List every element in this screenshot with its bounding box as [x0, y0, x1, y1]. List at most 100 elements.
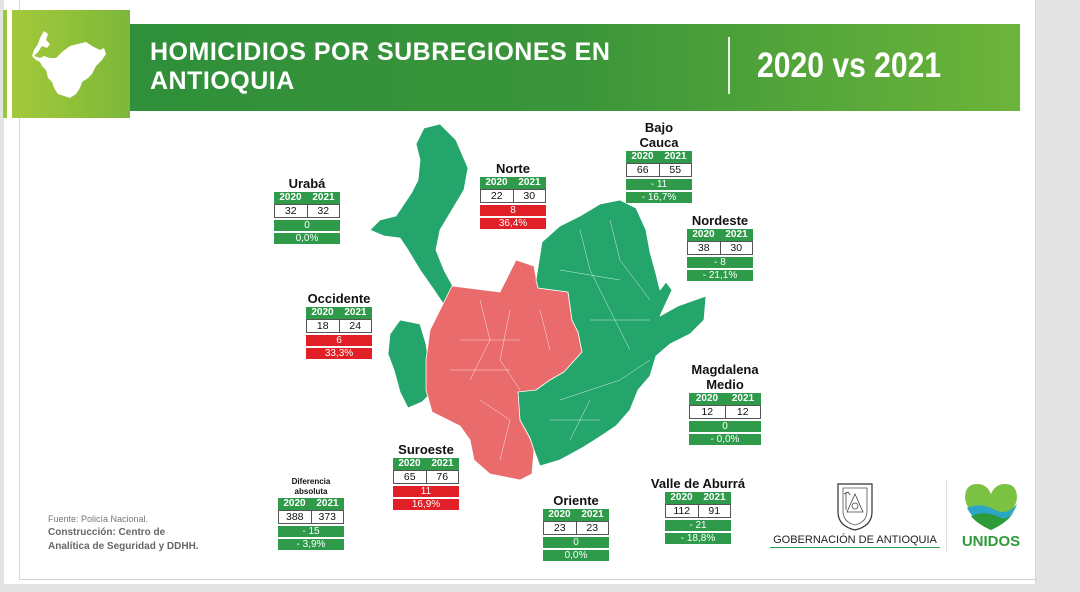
value-2021: 32 [317, 205, 330, 217]
region-name: Magdalena Medio [691, 362, 759, 392]
unidos-label: UNIDOS [961, 533, 1021, 550]
value-2021: 24 [349, 320, 362, 332]
gobernacion-label: GOBERNACIÓN DE ANTIOQUIA [770, 534, 940, 548]
value-2020: 18 [307, 320, 340, 332]
diff-badge: 6 [306, 335, 372, 346]
stat-card-magdalena-medio: Magdalena Medio 2020 2021 12 12 0 - 0,0% [689, 362, 761, 445]
diff-badge: - 11 [626, 179, 692, 190]
pct-badge: 16,9% [393, 499, 459, 510]
region-name: Norte [496, 161, 530, 176]
header-2021: 2021 [731, 393, 755, 404]
value-2021: 30 [523, 190, 536, 202]
construction-line: Construcción: Centro de Analítica de Seg… [48, 527, 199, 552]
header-2020: 2020 [279, 192, 302, 203]
header-2021: 2021 [581, 509, 604, 520]
header-2021: 2021 [316, 498, 339, 509]
accent-strip [3, 10, 7, 118]
stat-card-nordeste: Nordeste 2020 2021 38 30 - 8 - 21,1% [687, 213, 753, 281]
header-2020: 2020 [311, 307, 334, 318]
pct-badge: - 21,1% [687, 270, 753, 281]
antioquia-subregions-map [369, 123, 707, 481]
pct-badge: 0,0% [543, 550, 609, 561]
value-2020: 66 [627, 164, 660, 176]
comparison-label: 2020 vs 2021 [757, 46, 942, 85]
pct-badge: - 3,9% [278, 539, 344, 550]
stat-card-valle-de-aburra: Valle de Aburrá 2020 2021 112 91 - 21 - 18… [650, 476, 746, 544]
diff-badge: - 8 [687, 257, 753, 268]
header-logo-box [12, 10, 130, 118]
value-2021: 55 [669, 164, 682, 176]
source-note: Fuente: Policía Nacional. Construcción: … [48, 513, 208, 554]
value-2021: 30 [730, 242, 743, 254]
header-2021: 2021 [703, 492, 726, 503]
heart-landscape-icon [965, 484, 1017, 530]
header-2020: 2020 [692, 229, 715, 240]
region-name: Urabá [288, 176, 326, 191]
banner-divider [728, 37, 730, 94]
region-name: Suroeste [398, 442, 454, 457]
region-name: Occidente [307, 291, 371, 306]
value-2020: 388 [279, 511, 312, 523]
stat-card-occidente: Occidente 2020 2021 18 24 6 33,3% [306, 291, 372, 359]
stat-card-uraba: Urabá 2020 2021 32 32 0 0,0% [274, 176, 340, 244]
header-2020: 2020 [695, 393, 719, 404]
diff-badge: 11 [393, 486, 459, 497]
diff-badge: - 21 [665, 520, 731, 531]
value-2021: 12 [736, 406, 749, 418]
diff-badge: 8 [480, 205, 546, 216]
pct-badge: - 0,0% [689, 434, 761, 445]
antioquia-map-silhouette-icon [32, 31, 106, 98]
map-region-green-east [517, 199, 707, 467]
header-2021: 2021 [431, 458, 454, 469]
value-2020: 32 [275, 205, 308, 217]
header-2020: 2020 [283, 498, 306, 509]
region-name: Valle de Aburrá [650, 476, 746, 491]
value-2020: 12 [690, 406, 726, 418]
diff-badge: 0 [274, 220, 340, 231]
diff-badge: 0 [689, 421, 761, 432]
value-2021: 76 [436, 471, 449, 483]
map-region-uraba-south [387, 319, 433, 409]
stat-card-suroeste: Suroeste 2020 2021 65 76 11 16,9% [393, 442, 459, 510]
pct-badge: 36,4% [480, 218, 546, 229]
value-2020: 22 [481, 190, 514, 202]
header-2021: 2021 [725, 229, 748, 240]
header-2020: 2020 [670, 492, 693, 503]
header-2020: 2020 [485, 177, 508, 188]
pct-badge: - 16,7% [626, 192, 692, 203]
gobernacion-logo: GOBERNACIÓN DE ANTIOQUIA [770, 480, 940, 552]
diff-badge: - 15 [278, 526, 344, 537]
total-label: Diferencia absoluta [291, 477, 331, 496]
stat-card-oriente: Oriente 2020 2021 23 23 0 0,0% [543, 493, 609, 561]
value-2020: 65 [394, 471, 427, 483]
value-2021: 23 [586, 522, 599, 534]
stat-card-bajo-cauca: Bajo Cauca 2020 2021 66 55 - 11 - 16,7% [626, 120, 692, 203]
header-2021: 2021 [312, 192, 335, 203]
pct-badge: - 18,8% [665, 533, 731, 544]
header-2021: 2021 [344, 307, 367, 318]
header-2020: 2020 [398, 458, 421, 469]
logo-divider [946, 480, 947, 552]
region-name: Nordeste [691, 213, 749, 228]
slide-frame [19, 0, 1037, 580]
coat-of-arms-icon [837, 483, 873, 531]
map-region-uraba [369, 123, 471, 317]
title-banner: HOMICIDIOS POR SUBREGIONES EN ANTIOQUIA … [130, 24, 1020, 111]
stat-card-norte: Norte 2020 2021 22 30 8 36,4% [480, 161, 546, 229]
pct-badge: 0,0% [274, 233, 340, 244]
header-2021: 2021 [518, 177, 541, 188]
value-2020: 23 [544, 522, 577, 534]
diff-badge: 0 [543, 537, 609, 548]
value-2020: 38 [688, 242, 721, 254]
header-2021: 2021 [664, 151, 687, 162]
header-2020: 2020 [548, 509, 571, 520]
value-2020: 112 [666, 505, 699, 517]
value-2021: 91 [708, 505, 721, 517]
region-name: Bajo Cauca [639, 120, 679, 150]
page-title: HOMICIDIOS POR SUBREGIONES EN ANTIOQUIA [150, 38, 611, 95]
source-line: Fuente: Policía Nacional. [48, 514, 149, 524]
pct-badge: 33,3% [306, 348, 372, 359]
region-name: Oriente [553, 493, 599, 508]
header-2020: 2020 [631, 151, 654, 162]
unidos-logo: UNIDOS [955, 478, 1027, 552]
